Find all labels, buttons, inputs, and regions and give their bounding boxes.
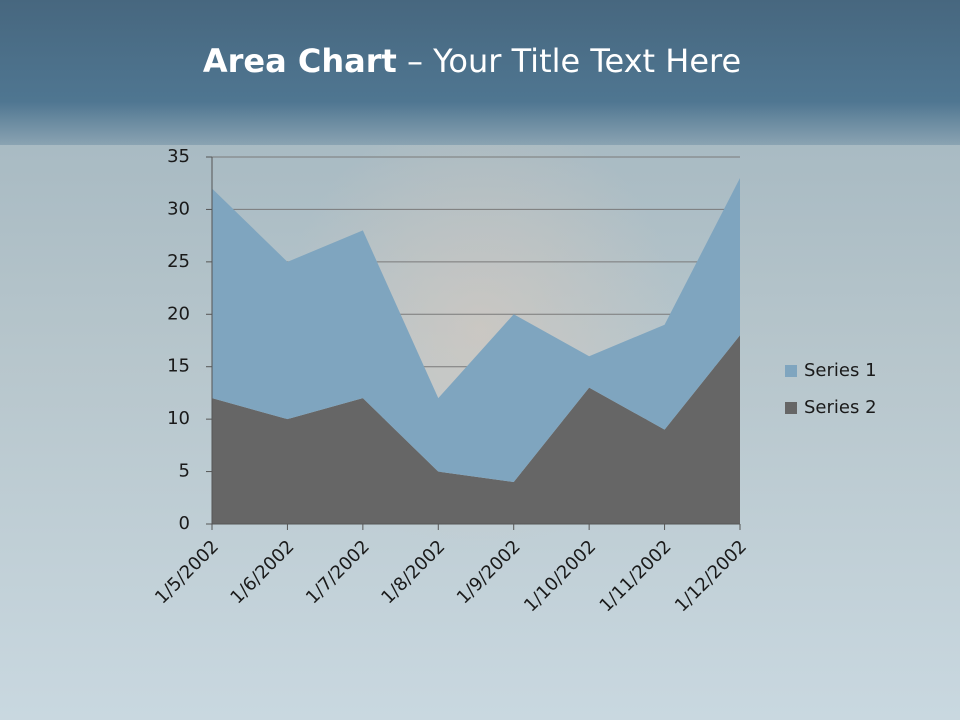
legend-label: Series 2: [804, 397, 877, 418]
y-tick-label: 30: [167, 198, 190, 219]
y-tick-label: 35: [167, 146, 190, 167]
y-tick-label: 0: [179, 513, 190, 534]
y-tick-label: 15: [167, 356, 190, 377]
y-tick-label: 5: [179, 461, 190, 482]
area: [212, 177, 740, 483]
legend-label: Series 1: [804, 360, 877, 381]
title-rest: – Your Title Text Here: [407, 42, 741, 80]
y-tick-label: 20: [167, 303, 190, 324]
legend-swatch: [785, 365, 797, 377]
chart-title: Area Chart – Your Title Text Here: [203, 42, 741, 80]
y-tick-label: 25: [167, 251, 190, 272]
y-tick-label: 10: [167, 408, 190, 429]
title-bold: Area Chart: [203, 42, 397, 80]
legend-swatch: [785, 402, 797, 414]
title-band: [0, 0, 960, 145]
area: [212, 335, 740, 524]
